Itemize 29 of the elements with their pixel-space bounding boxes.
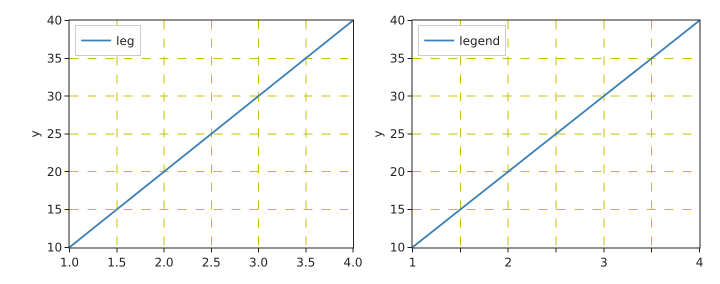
y-tick-label: 35 [46,52,62,66]
y-tick-label: 15 [46,202,62,217]
y-tick-label: 40 [390,14,406,28]
x-tick-label: 3.5 [296,256,316,270]
x-tick-label: 2 [504,256,512,270]
x-tick-label: 2.5 [202,256,221,270]
x-tick-label: 3 [600,256,608,270]
y-tick-label: 40 [46,14,62,28]
y-axis-title: y [28,130,42,138]
y-tick-label: 20 [46,164,62,179]
y-tick-label: 30 [390,89,406,104]
x-tick-label: 1 [408,256,416,270]
x-tick-label: 1.0 [60,256,80,270]
x-tick-label: 4 [696,256,704,270]
y-tick-label: 25 [46,127,62,142]
y-axis-title: y [371,130,386,138]
y-tick-label: 10 [390,240,406,254]
x-tick-label: 4.0 [343,256,363,270]
legend-label: leg [116,34,135,48]
y-tick-label: 20 [390,164,406,179]
x-tick-label: 3.0 [248,256,268,270]
y-tick-label: 35 [390,52,406,66]
y-tick-label: 15 [390,202,406,217]
y-tick-label: 10 [46,240,62,254]
x-tick-label: 2.0 [154,256,174,270]
legend-label: legend [459,34,500,48]
x-tick-label: 1.5 [107,256,126,270]
y-tick-label: 25 [390,127,406,142]
y-tick-label: 30 [46,89,62,104]
